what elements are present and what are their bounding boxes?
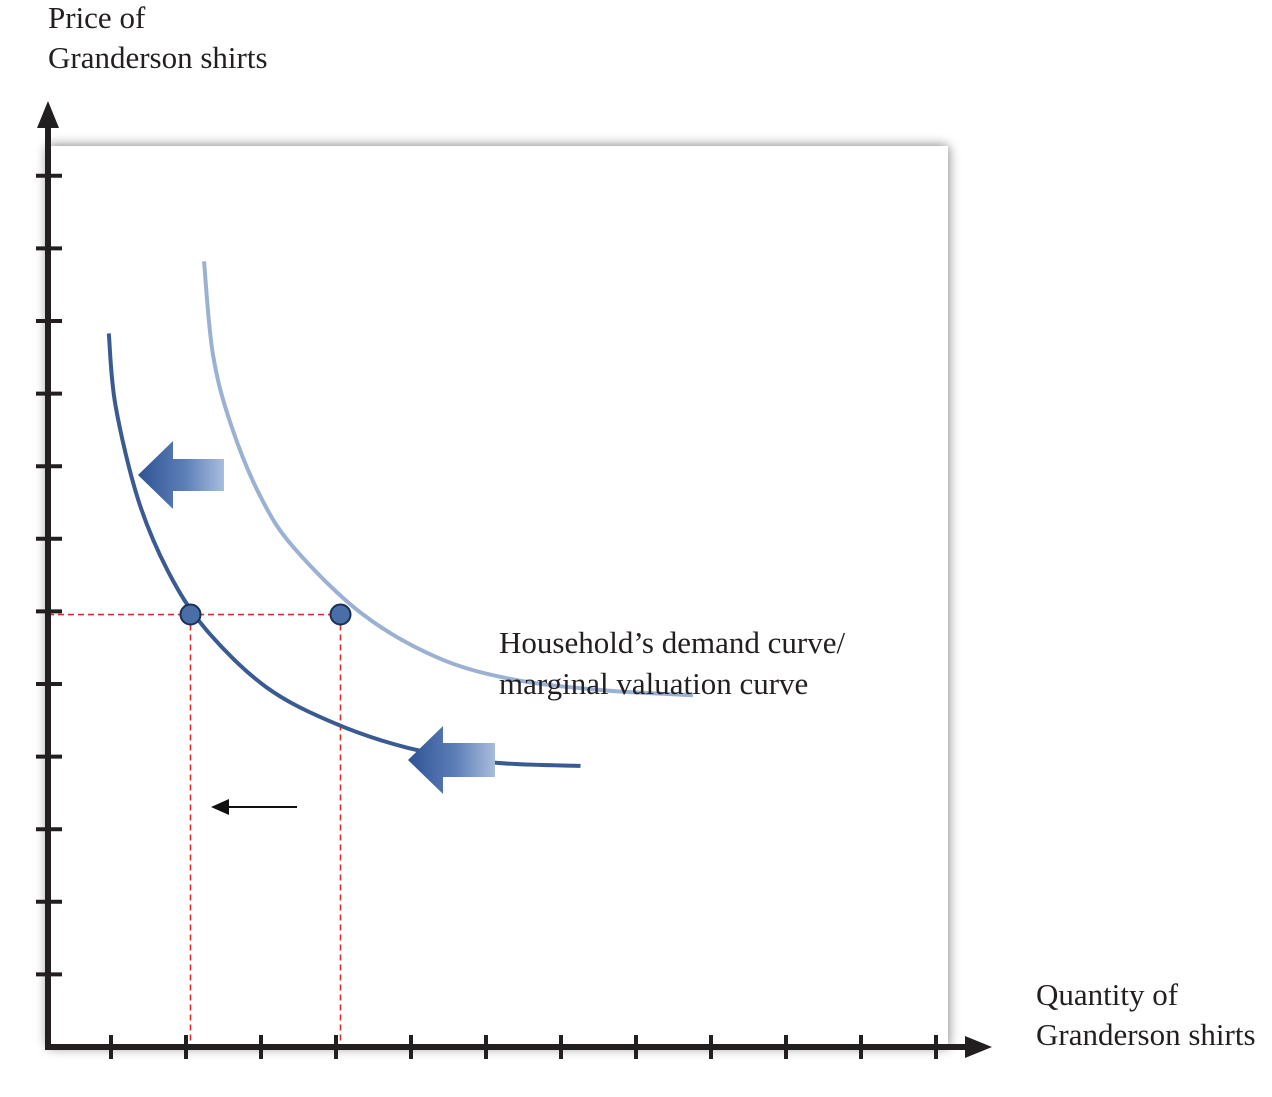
arrow-left-icon: [211, 799, 229, 815]
x-axis-label-line1: Quantity of: [1036, 977, 1179, 1012]
shift-arrow-lower: [408, 726, 495, 794]
curve-label-line1: Household’s demand curve/: [499, 625, 845, 660]
quantity-decrease-arrow: [211, 799, 297, 815]
y-axis-label-line1: Price of: [48, 0, 146, 35]
block-arrow-left-icon: [408, 726, 495, 794]
original-demand-curve: [202, 261, 694, 698]
axes: [36, 101, 992, 1059]
plot-panel: [48, 146, 948, 1047]
curve-label-line2: marginal valuation curve: [499, 666, 808, 701]
demand-points: [179, 603, 352, 626]
y-axis-label-line2: Granderson shirts: [48, 40, 268, 75]
shift-arrow-upper: [138, 441, 224, 509]
x-ticks: [109, 1035, 938, 1059]
demand-point: [329, 603, 352, 626]
reference-lines: [48, 613, 342, 1047]
x-axis-label-line2: Granderson shirts: [1036, 1017, 1256, 1052]
demand-point: [179, 603, 202, 626]
y-ticks: [36, 173, 62, 977]
y-axis-arrowhead: [37, 101, 59, 128]
block-arrow-left-icon: [138, 441, 224, 509]
x-axis-arrowhead: [965, 1036, 992, 1058]
